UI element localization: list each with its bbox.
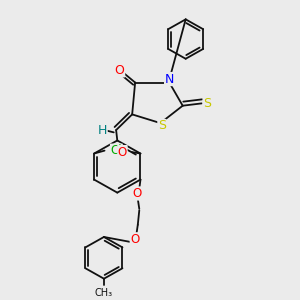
Text: O: O [133,187,142,200]
Text: O: O [130,233,140,246]
Text: O: O [115,64,124,77]
Text: S: S [203,97,211,110]
Text: O: O [118,146,127,159]
Text: H: H [98,124,107,137]
Text: S: S [158,119,166,133]
Text: N: N [165,73,174,85]
Text: Cl: Cl [110,144,122,157]
Text: CH₃: CH₃ [95,288,113,298]
